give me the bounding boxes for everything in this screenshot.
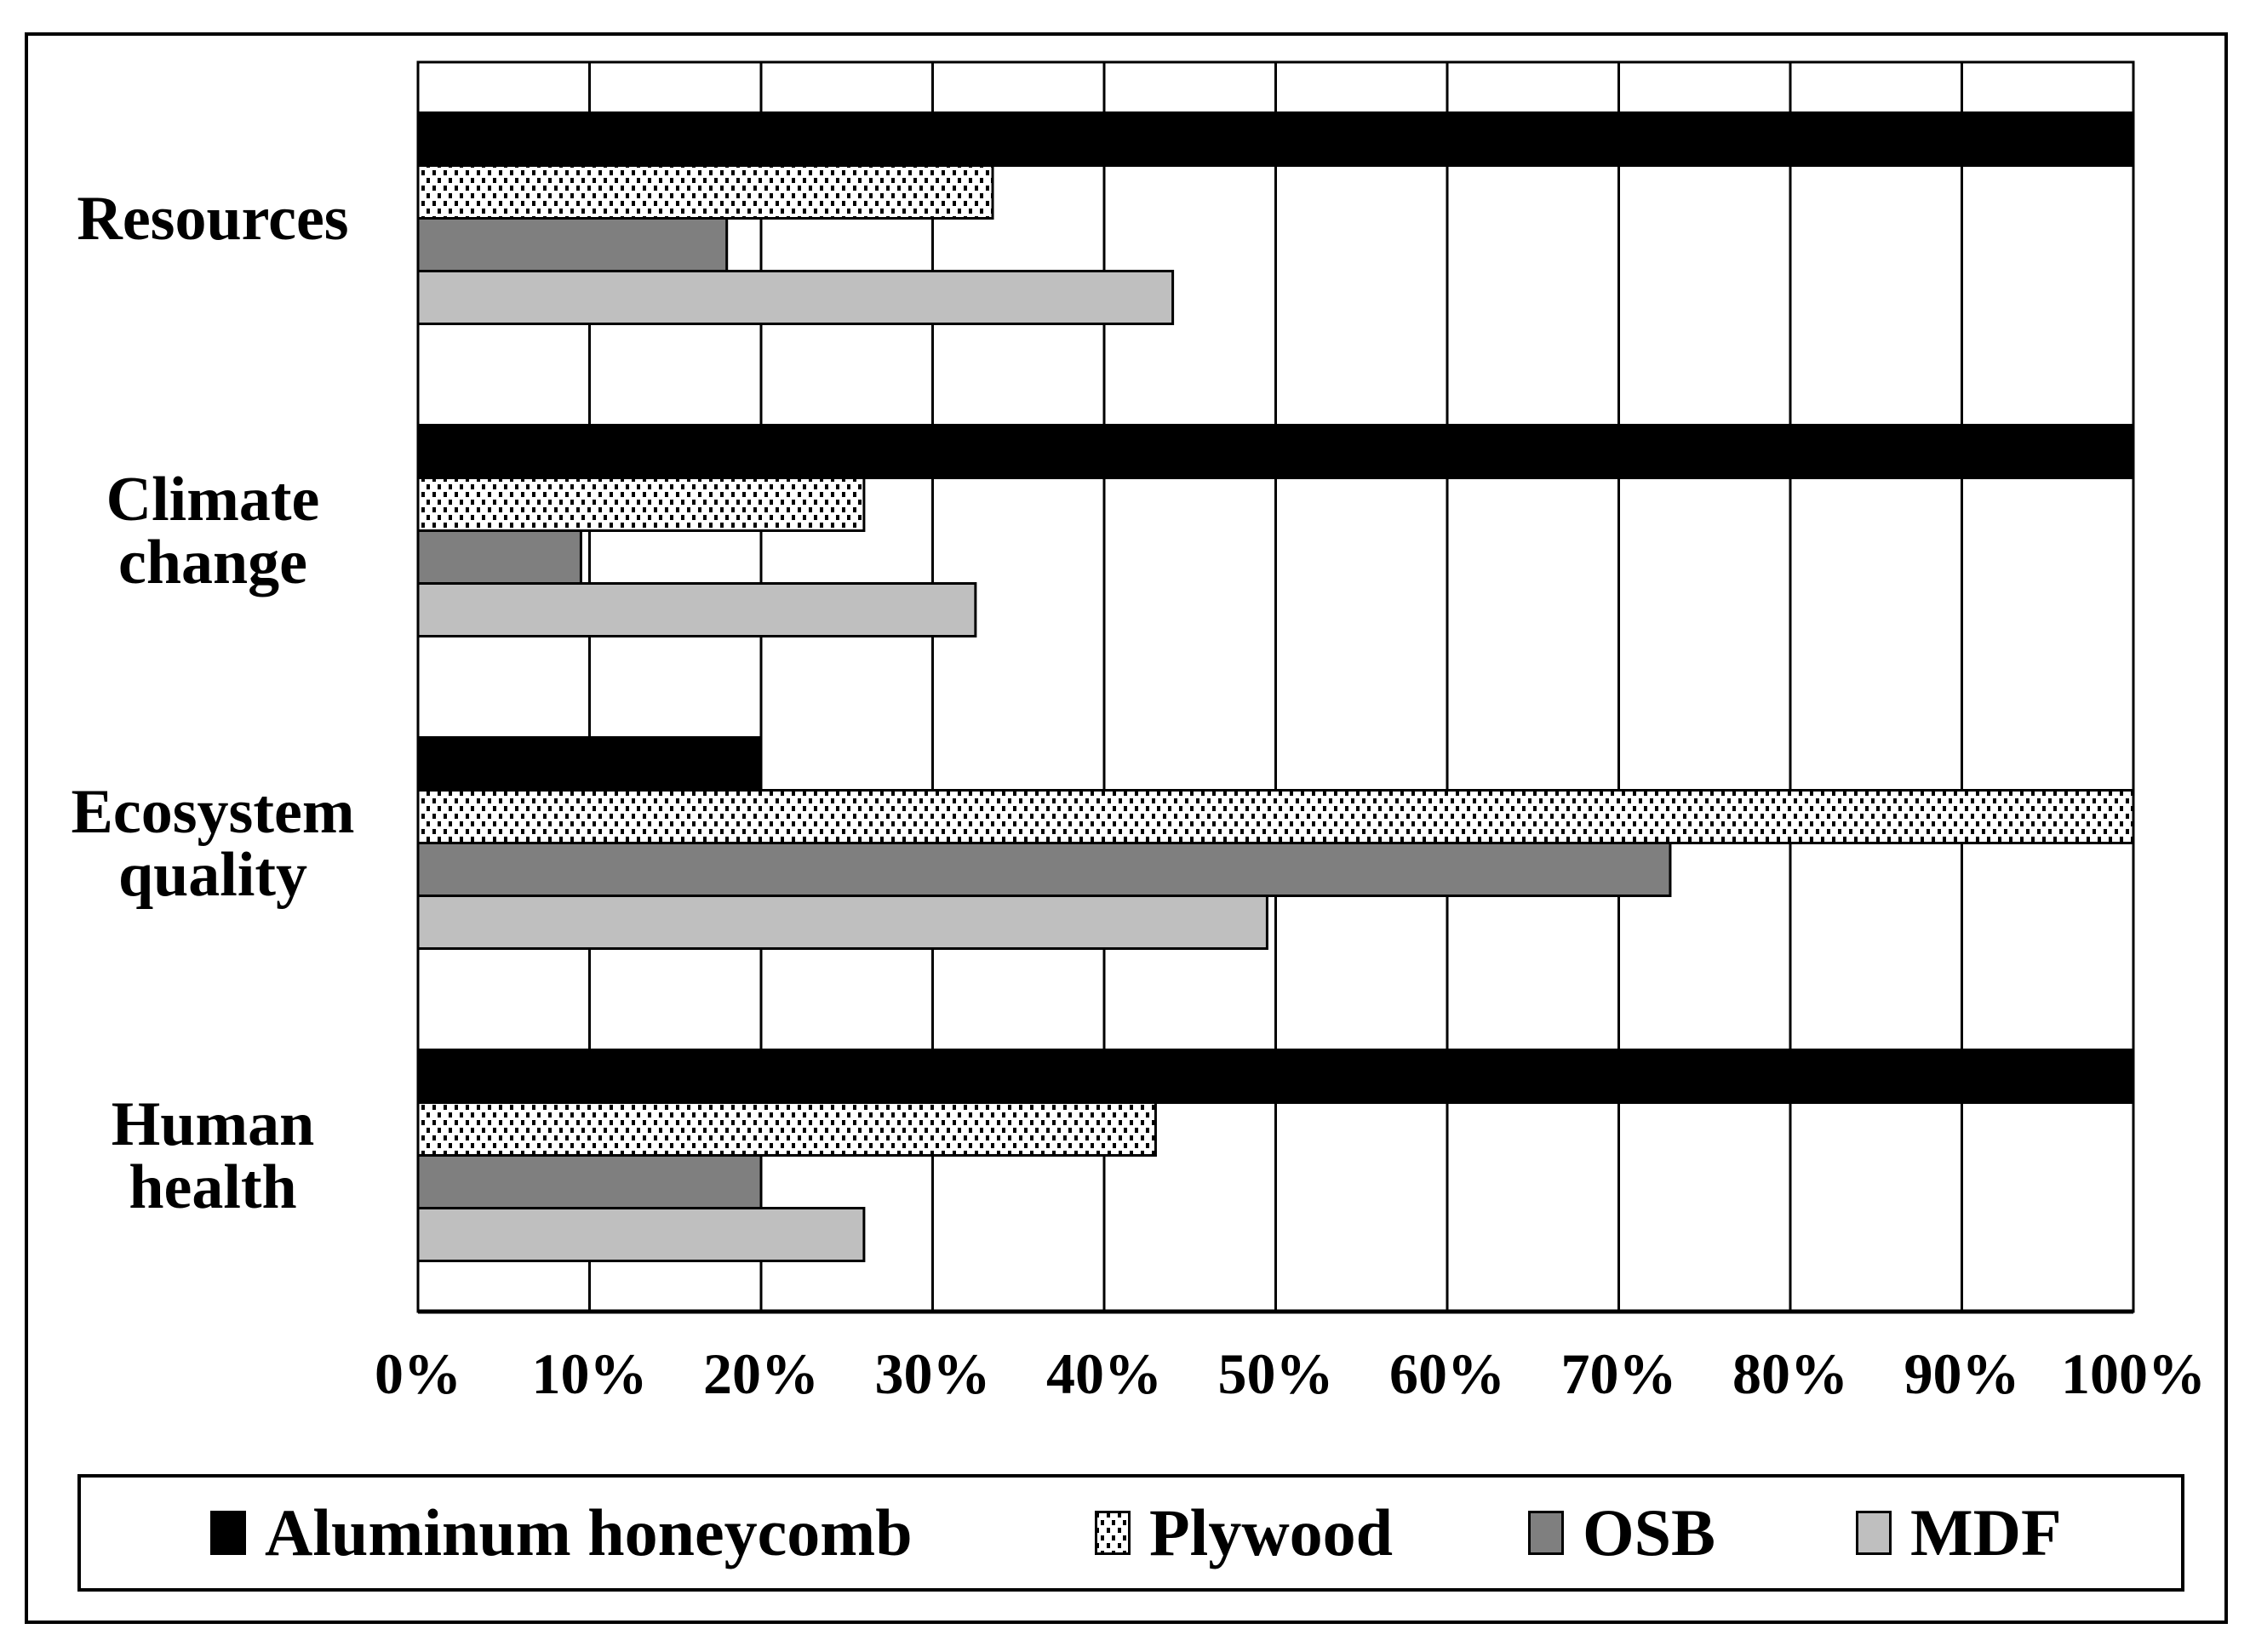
legend-marker-mdf — [1856, 1511, 1892, 1555]
category-label-human-health: Human health — [26, 1093, 400, 1219]
bar-human-health-aluminum-honeycomb — [416, 1049, 2135, 1104]
x-tick-label-30pct: 30% — [874, 1341, 991, 1406]
legend-label-mdf: MDF — [1910, 1495, 2062, 1569]
legend-box — [77, 1474, 2184, 1592]
bar-climate-change-mdf — [416, 582, 977, 637]
bar-climate-change-aluminum-honeycomb — [416, 424, 2135, 479]
category-label-ecosystem-quality: Ecosystem quality — [26, 780, 400, 906]
x-tick-label-10pct: 10% — [531, 1341, 648, 1406]
legend-item-osb: OSB — [1528, 1495, 1715, 1571]
bar-ecosystem-quality-mdf — [416, 895, 1268, 950]
legend-label-osb: OSB — [1583, 1495, 1716, 1569]
legend-item-plywood: Plywood — [1095, 1495, 1393, 1571]
bar-resources-plywood — [416, 164, 994, 220]
category-label-line: change — [118, 527, 307, 597]
x-tick-label-70pct: 70% — [1560, 1341, 1677, 1406]
category-label-resources: Resources — [26, 187, 400, 250]
bar-ecosystem-quality-aluminum-honeycomb — [416, 736, 763, 792]
category-label-line: Human — [111, 1089, 315, 1159]
legend-marker-osb — [1528, 1511, 1564, 1555]
x-tick-label-0pct: 0% — [375, 1341, 461, 1406]
category-label-line: Resources — [77, 183, 349, 254]
x-tick-label-90pct: 90% — [1904, 1341, 2020, 1406]
legend-item-mdf: MDF — [1856, 1495, 2062, 1571]
bar-climate-change-plywood — [416, 477, 866, 532]
legend-label-plywood: Plywood — [1149, 1495, 1394, 1569]
x-tick-label-40pct: 40% — [1046, 1341, 1162, 1406]
bar-ecosystem-quality-osb — [416, 842, 1672, 897]
x-tick-label-60pct: 60% — [1389, 1341, 1505, 1406]
legend-label-aluminum-honeycomb: Aluminum honeycomb — [265, 1495, 913, 1569]
category-label-line: health — [129, 1152, 297, 1222]
x-tick-label-80pct: 80% — [1732, 1341, 1848, 1406]
x-tick-label-20pct: 20% — [703, 1341, 819, 1406]
category-label-climate-change: Climate change — [26, 468, 400, 594]
bar-human-health-plywood — [416, 1101, 1157, 1157]
bar-human-health-osb — [416, 1154, 763, 1209]
x-tick-label-100pct: 100% — [2061, 1341, 2206, 1406]
legend-marker-aluminum-honeycomb — [210, 1511, 246, 1555]
x-tick-label-50pct: 50% — [1217, 1341, 1334, 1406]
legend-marker-plywood — [1095, 1511, 1131, 1555]
bar-resources-aluminum-honeycomb — [416, 111, 2135, 167]
bar-resources-osb — [416, 217, 729, 272]
bar-resources-mdf — [416, 270, 1175, 325]
legend-item-aluminum-honeycomb: Aluminum honeycomb — [210, 1495, 913, 1571]
bar-climate-change-osb — [416, 529, 582, 585]
bar-human-health-mdf — [416, 1207, 866, 1262]
category-label-line: Ecosystem — [71, 776, 355, 847]
legend: Aluminum honeycomb Plywood OSB MDF — [79, 1476, 2183, 1590]
bar-ecosystem-quality-plywood — [416, 789, 2135, 844]
figure-border — [25, 32, 2228, 1624]
category-label-line: quality — [117, 839, 308, 910]
category-label-line: Climate — [106, 464, 320, 534]
